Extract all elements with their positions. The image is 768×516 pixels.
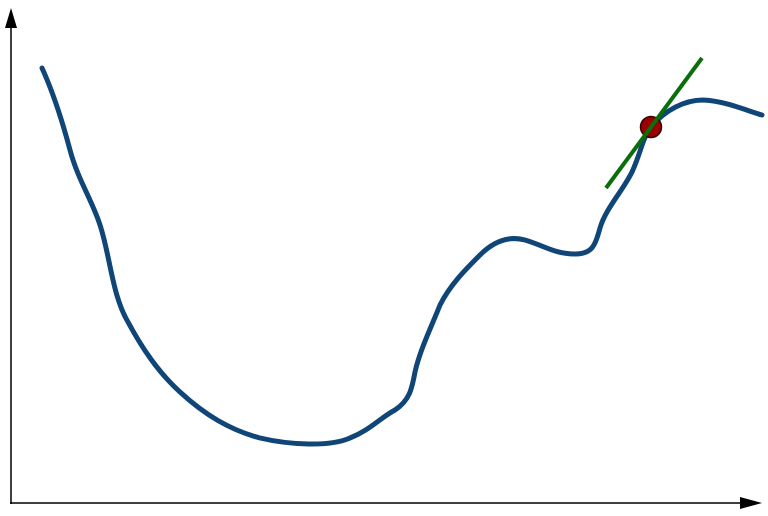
- arrow-right-icon: [740, 497, 762, 509]
- y-axis: [5, 8, 17, 504]
- function-curve: [39, 65, 765, 447]
- x-axis: [10, 497, 762, 509]
- arrow-up-icon: [5, 8, 17, 28]
- tangent-line: [604, 56, 704, 190]
